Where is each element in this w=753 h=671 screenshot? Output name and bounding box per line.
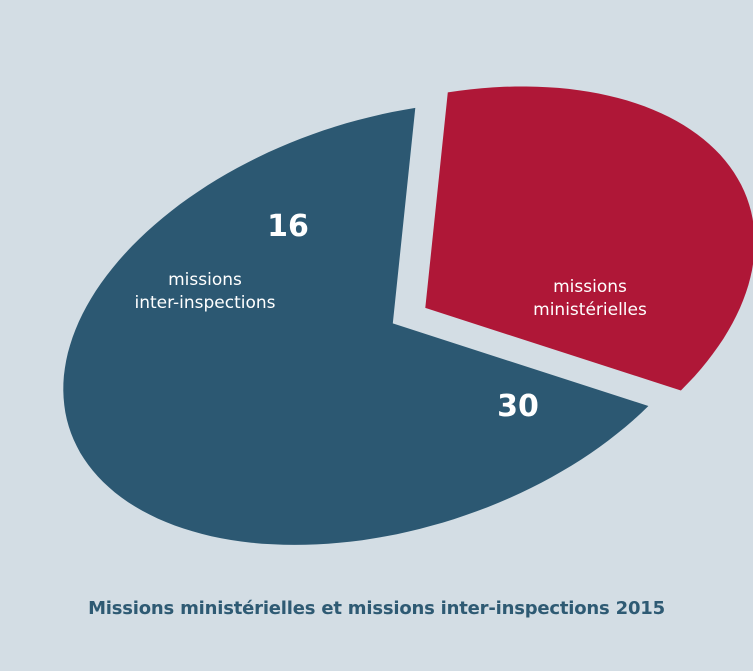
- slice-value-1: 16: [267, 209, 309, 244]
- chart-title: Missions ministérielles et missions inte…: [88, 598, 665, 619]
- pie-slice-2: [63, 107, 649, 545]
- slice-label-1: missions inter-inspections: [134, 270, 275, 313]
- slice-label-line: ministérielles: [533, 300, 647, 320]
- slice-label-line: inter-inspections: [134, 293, 275, 313]
- slice-label-line: missions: [168, 270, 242, 290]
- pie-slice-1: [425, 86, 753, 391]
- slice-value-2: 30: [497, 389, 539, 424]
- slice-label-2: missions ministérielles: [533, 277, 647, 320]
- slice-label-line: missions: [553, 277, 627, 297]
